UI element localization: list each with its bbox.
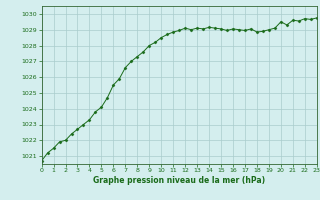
X-axis label: Graphe pression niveau de la mer (hPa): Graphe pression niveau de la mer (hPa) [93, 176, 265, 185]
